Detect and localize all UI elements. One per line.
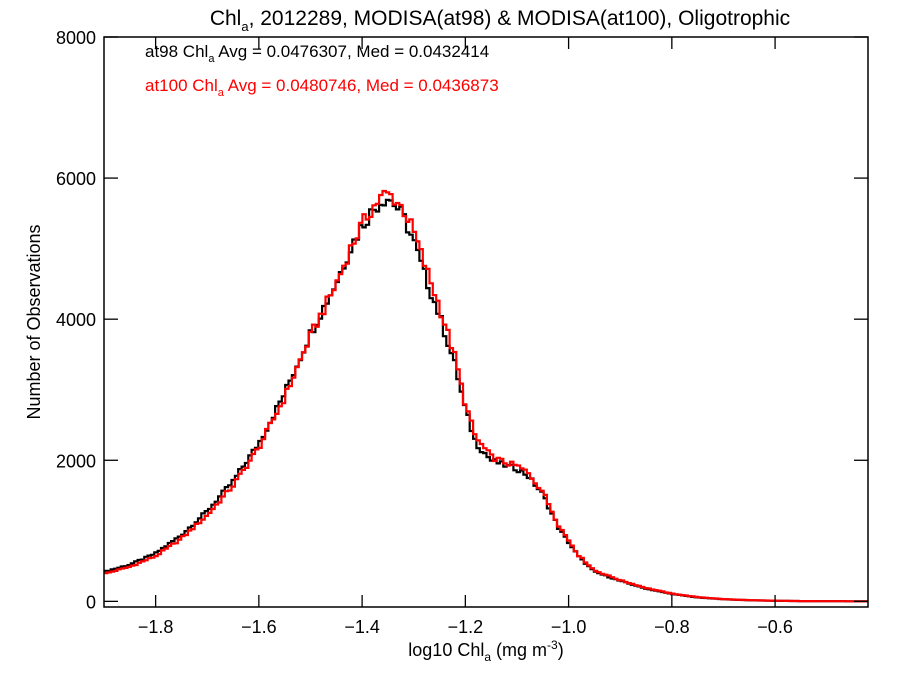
y-tick-label: 4000	[56, 310, 96, 330]
y-tick-label: 0	[86, 592, 96, 612]
annotation-at100: at100 Chla Avg = 0.0480746, Med = 0.0436…	[145, 76, 499, 99]
annotation-at98: at98 Chla Avg = 0.0476307, Med = 0.04324…	[145, 42, 489, 65]
y-tick-label: 8000	[56, 28, 96, 48]
ticks-layer: −1.8 −1.6 −1.4 −1.2 −1.0 −0.8 −0.6 0 2000 4000 600…	[56, 28, 868, 637]
x-tick-label: −1.2	[448, 617, 484, 637]
plot-area: −1.8 −1.6 −1.4 −1.2 −1.0 −0.8 −0.6 0 2000 4000 600…	[56, 28, 869, 637]
plot-frame	[103, 36, 869, 608]
x-tick-label: −0.8	[654, 617, 690, 637]
series-line-at98	[104, 198, 868, 603]
x-axis-title: log10 Chla (mg m-3)	[408, 638, 563, 664]
series-layer	[104, 189, 868, 603]
x-tick-label: −1.0	[551, 617, 587, 637]
x-tick-label: −0.6	[757, 617, 793, 637]
x-tick-label: −1.8	[138, 617, 174, 637]
y-tick-label: 6000	[56, 169, 96, 189]
y-tick-label: 2000	[56, 451, 96, 471]
x-tick-label: −1.6	[241, 617, 277, 637]
series-line-at100	[104, 189, 868, 603]
x-tick-label: −1.4	[344, 617, 380, 637]
y-axis-title: Number of Observations	[24, 224, 44, 419]
chart-title: Chla, 2012289, MODISA(at98) & MODISA(at1…	[210, 7, 790, 34]
